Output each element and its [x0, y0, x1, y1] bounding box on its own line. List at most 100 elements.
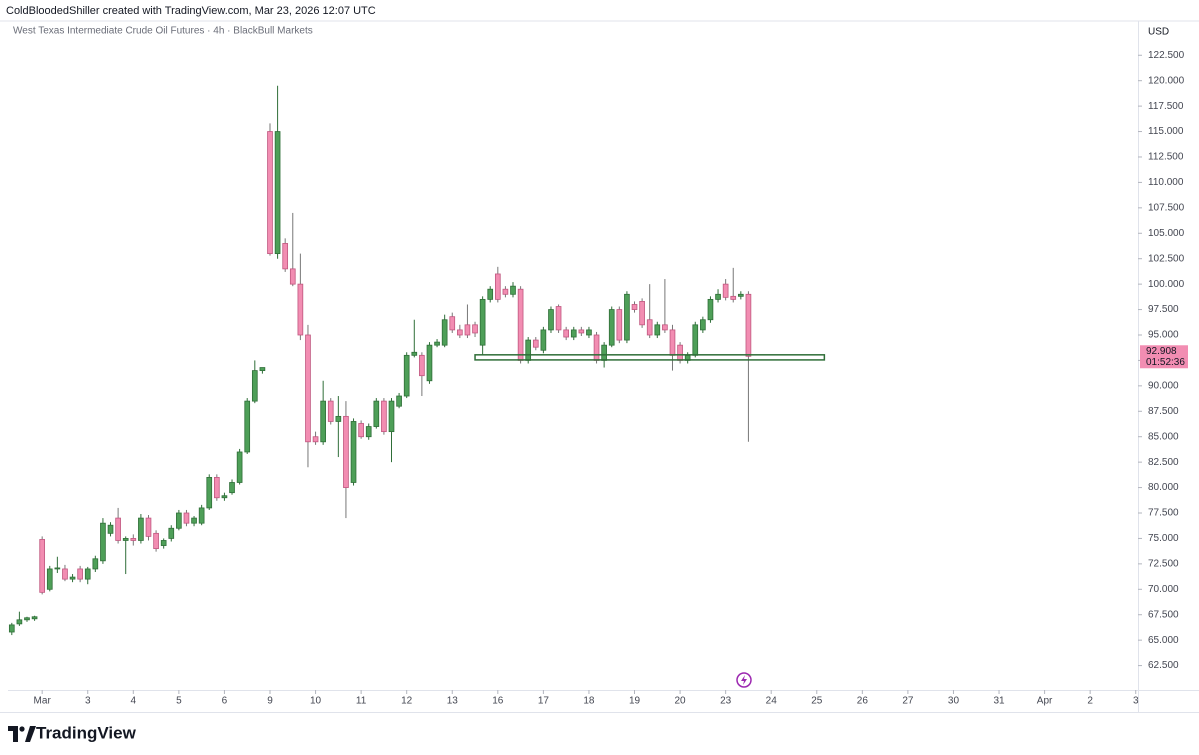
x-tick-label: 26	[857, 696, 869, 707]
candle-body	[669, 329, 676, 356]
candle-body	[479, 298, 486, 346]
candle-body	[31, 616, 38, 620]
candle-body	[122, 538, 129, 541]
x-tick-label: Mar	[34, 696, 52, 707]
candle-body	[692, 324, 699, 356]
x-tick-label: 25	[811, 696, 823, 707]
attribution: ColdBloodedShiller created with TradingV…	[6, 5, 376, 17]
candle-body	[168, 527, 175, 539]
x-tick-label: 2	[1087, 696, 1093, 707]
candle-body	[411, 351, 418, 356]
candle-body	[69, 576, 76, 580]
x-tick-label: 3	[85, 696, 91, 707]
y-tick-label: 70.000	[1148, 584, 1179, 595]
x-tick-label: 16	[492, 696, 504, 707]
candle-body	[700, 319, 706, 331]
y-tick-label: 82.500	[1148, 457, 1179, 468]
y-tick-label: 90.000	[1148, 380, 1179, 391]
x-tick-label: 19	[629, 696, 641, 707]
candle-body	[198, 507, 205, 524]
candle-body	[745, 293, 752, 357]
candle-body	[312, 436, 319, 443]
x-tick-label: 11	[356, 696, 367, 707]
candle-body	[138, 517, 144, 541]
candle-body	[662, 324, 668, 331]
x-tick-label: 24	[766, 696, 778, 707]
candle-body	[563, 329, 569, 338]
y-tick-label: 87.500	[1148, 406, 1179, 417]
candle-body	[646, 319, 653, 336]
candle-body	[46, 568, 53, 590]
y-tick-label: 75.000	[1148, 533, 1179, 544]
y-tick-label: 102.500	[1148, 253, 1185, 264]
candle-body	[8, 624, 15, 633]
y-tick-label: 112.500	[1148, 152, 1184, 163]
y-tick-label: 72.500	[1148, 559, 1179, 570]
x-tick-label: 23	[720, 696, 732, 707]
candle-body	[457, 329, 463, 336]
candle-body	[350, 421, 357, 483]
candle-body	[396, 395, 402, 407]
candle-body	[570, 329, 577, 338]
y-tick-label: 117.500	[1148, 101, 1184, 112]
candle-body	[327, 400, 334, 422]
candle-body	[707, 298, 714, 321]
candle-body	[441, 319, 448, 346]
candle-body	[654, 324, 661, 336]
last-price-box	[1140, 345, 1188, 369]
candle-body	[510, 285, 516, 295]
x-tick-label: 20	[675, 696, 687, 707]
candle-body	[39, 539, 46, 593]
candle-body	[191, 517, 197, 524]
candle-body	[130, 538, 137, 541]
candle-body	[289, 268, 296, 285]
x-tick-label: 3	[1133, 696, 1139, 707]
candle-body	[62, 568, 68, 580]
brand-logo	[8, 726, 36, 742]
y-tick-label: 120.000	[1148, 75, 1185, 86]
y-tick-label: 110.000	[1148, 177, 1184, 188]
candle-body	[426, 344, 433, 382]
candle-body	[730, 295, 737, 300]
y-tick-label: 122.500	[1148, 50, 1185, 61]
x-tick-label: Apr	[1037, 696, 1053, 707]
countdown-label: 01:52:36	[1146, 357, 1185, 368]
candle-body	[472, 324, 478, 334]
x-tick-label: 30	[948, 696, 960, 707]
candle-body	[419, 354, 425, 377]
candle-body	[244, 400, 251, 453]
candle-body	[153, 532, 159, 550]
candle-body	[92, 558, 99, 570]
candle-body	[737, 293, 744, 297]
x-tick-label: 27	[902, 696, 914, 707]
candle-body	[449, 316, 456, 331]
candle-body	[229, 482, 235, 494]
brand-name: TradingView	[36, 723, 137, 742]
candle-body	[77, 568, 83, 580]
candle-body	[365, 426, 372, 438]
lightning-icon	[736, 672, 752, 688]
candle-body	[274, 131, 281, 255]
x-tick-label: 31	[993, 696, 1005, 707]
x-tick-label: 10	[310, 696, 322, 707]
y-tick-label: 107.500	[1148, 202, 1185, 213]
candle-body	[206, 477, 213, 509]
chart-title: West Texas Intermediate Crude Oil Future…	[13, 26, 313, 37]
candle-body	[555, 306, 562, 331]
candle-body	[403, 354, 410, 397]
candle-body	[487, 288, 494, 300]
candle-body	[639, 301, 645, 326]
candles	[8, 85, 752, 636]
candle-body	[608, 309, 615, 346]
candle-body	[464, 324, 471, 336]
x-tick-label: 18	[583, 696, 595, 707]
candle-body	[214, 477, 220, 499]
candle-body	[145, 517, 152, 537]
candle-body	[373, 400, 380, 427]
candle-body	[176, 512, 182, 529]
y-tick-label: 62.500	[1148, 660, 1179, 671]
candle-body	[388, 400, 395, 433]
